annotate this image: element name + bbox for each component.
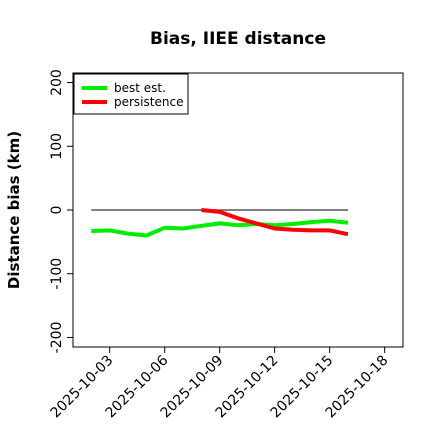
legend-label-best-est: best est. (114, 81, 166, 95)
y-tick-label: 200 (49, 69, 65, 96)
y-tick-label: 0 (49, 206, 65, 215)
y-tick-label: -200 (49, 322, 65, 354)
legend-box (73, 73, 189, 115)
y-tick-label: -100 (49, 258, 65, 290)
y-axis-label: Distance bias (km) (5, 131, 23, 289)
legend: best est. persistence (73, 73, 189, 115)
chart-title: Bias, IIEE distance (150, 29, 326, 49)
series-line-persistence (201, 208, 349, 237)
y-tick-label: 100 (49, 133, 65, 160)
series-line-best-est (91, 218, 349, 238)
legend-label-persistence: persistence (114, 95, 183, 109)
